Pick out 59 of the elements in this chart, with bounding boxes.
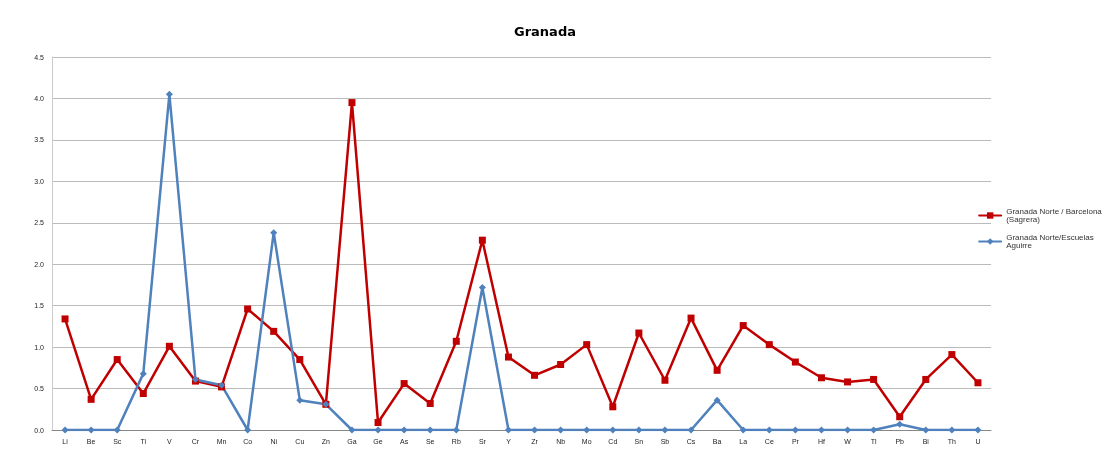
point [374, 419, 382, 427]
point [374, 426, 382, 434]
point [896, 420, 904, 428]
point [922, 375, 930, 383]
point [244, 305, 252, 313]
point [870, 426, 878, 434]
point [583, 341, 591, 349]
point [791, 358, 799, 366]
point [139, 390, 147, 398]
point [400, 426, 408, 434]
point [557, 361, 565, 369]
point [609, 403, 617, 411]
point [609, 426, 617, 434]
point [61, 426, 69, 434]
point [739, 426, 747, 434]
point [870, 375, 878, 383]
point [948, 351, 956, 359]
point [531, 371, 539, 379]
point [113, 426, 121, 434]
point [426, 399, 434, 407]
point [713, 396, 721, 404]
point [296, 396, 304, 404]
point [400, 380, 408, 388]
legend-label: Granada Norte/Escuelas Aguirre [1006, 233, 1096, 250]
point [87, 426, 95, 434]
point [948, 426, 956, 434]
point [165, 342, 173, 350]
point [139, 370, 147, 378]
point [348, 99, 356, 107]
point [452, 337, 460, 345]
point [348, 426, 356, 434]
point [739, 322, 747, 330]
point [765, 341, 773, 349]
point [113, 356, 121, 364]
point [661, 376, 669, 384]
point [817, 374, 825, 382]
point [974, 379, 982, 387]
point [974, 426, 982, 434]
point [504, 353, 512, 361]
point [504, 426, 512, 434]
point [165, 90, 173, 98]
point [61, 315, 69, 323]
point [687, 426, 695, 434]
point [426, 426, 434, 434]
point [87, 395, 95, 403]
legend-label: Granada Norte / Barcelona (Sagrera) [1006, 207, 1105, 224]
point [270, 327, 278, 335]
point [922, 426, 930, 434]
point [713, 366, 721, 374]
point [661, 426, 669, 434]
point [478, 283, 486, 291]
point [844, 378, 852, 386]
point [896, 413, 904, 421]
point [296, 356, 304, 364]
point [687, 314, 695, 322]
point [635, 329, 643, 337]
chart-title: Granada [514, 24, 576, 39]
point [478, 236, 486, 244]
point [635, 426, 643, 434]
